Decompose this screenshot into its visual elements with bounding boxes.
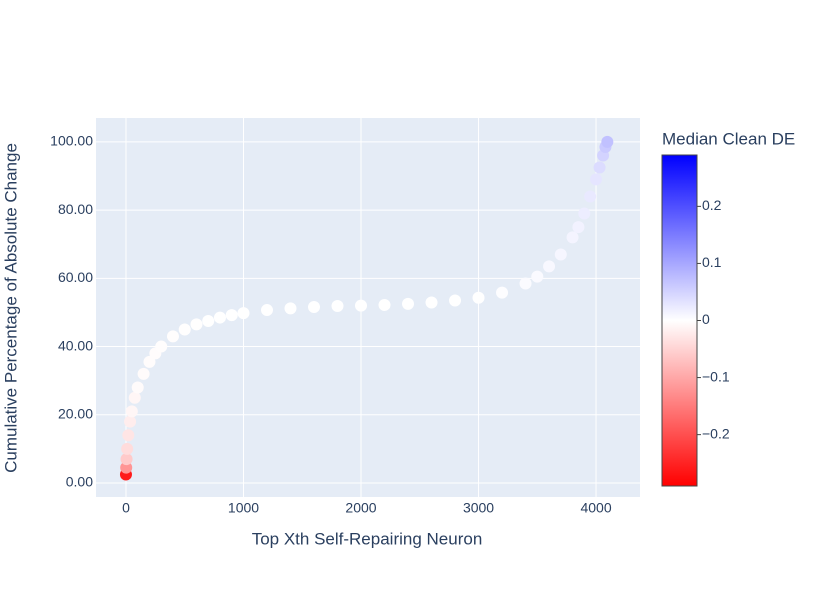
point [402, 297, 415, 310]
point [531, 270, 544, 283]
y-tick-label: 100.00 [50, 133, 93, 149]
y-tick-label: 20.00 [58, 405, 93, 421]
plot-area [96, 118, 640, 497]
point [554, 248, 567, 261]
y-tick-label: 80.00 [58, 201, 93, 217]
point [237, 307, 250, 320]
point [593, 161, 606, 174]
x-tick-label: 3000 [463, 500, 494, 516]
point [590, 173, 603, 186]
x-tick-label: 0 [122, 500, 130, 516]
colorbar-tick-label: −0.1 [702, 368, 730, 384]
point [331, 299, 344, 312]
point [128, 391, 141, 404]
point [519, 277, 532, 290]
point [378, 298, 391, 311]
point [143, 355, 156, 368]
x-tick-label: 2000 [345, 500, 376, 516]
y-tick-label: 0.00 [66, 474, 93, 490]
point [120, 453, 133, 466]
x-axis-title: Top Xth Self-Repairing Neuron [252, 529, 483, 548]
point [120, 461, 133, 474]
point [137, 367, 150, 380]
colorbar-tick-label: 0.2 [702, 197, 722, 213]
point [202, 314, 215, 327]
point [125, 405, 138, 418]
point [543, 260, 556, 273]
point [307, 300, 320, 313]
point [566, 231, 579, 244]
y-tick-label: 60.00 [58, 269, 93, 285]
point [601, 135, 614, 148]
y-axis-title: Cumulative Percentage of Absolute Change [1, 143, 20, 473]
point [355, 299, 368, 312]
point [284, 302, 297, 315]
point [225, 309, 238, 322]
colorbar-tick-label: 0.1 [702, 254, 722, 270]
point [496, 286, 509, 299]
x-tick-label: 4000 [580, 500, 611, 516]
x-tick-label: 1000 [228, 500, 259, 516]
point [131, 381, 144, 394]
colorbar [661, 154, 698, 487]
point [572, 221, 585, 234]
point [584, 190, 597, 203]
point [124, 415, 137, 428]
point [166, 330, 179, 343]
y-tick-label: 40.00 [58, 337, 93, 353]
colorbar-tick-label: 0 [702, 311, 710, 327]
colorbar-tick-label: −0.2 [702, 425, 730, 441]
point [260, 304, 273, 317]
colorbar-title: Median Clean DE [662, 129, 795, 148]
point [178, 323, 191, 336]
point [425, 296, 438, 309]
point [122, 429, 135, 442]
point [449, 294, 462, 307]
point [578, 207, 591, 220]
point [121, 442, 134, 455]
point [155, 340, 168, 353]
point [472, 291, 485, 304]
point [213, 311, 226, 324]
point [190, 318, 203, 331]
